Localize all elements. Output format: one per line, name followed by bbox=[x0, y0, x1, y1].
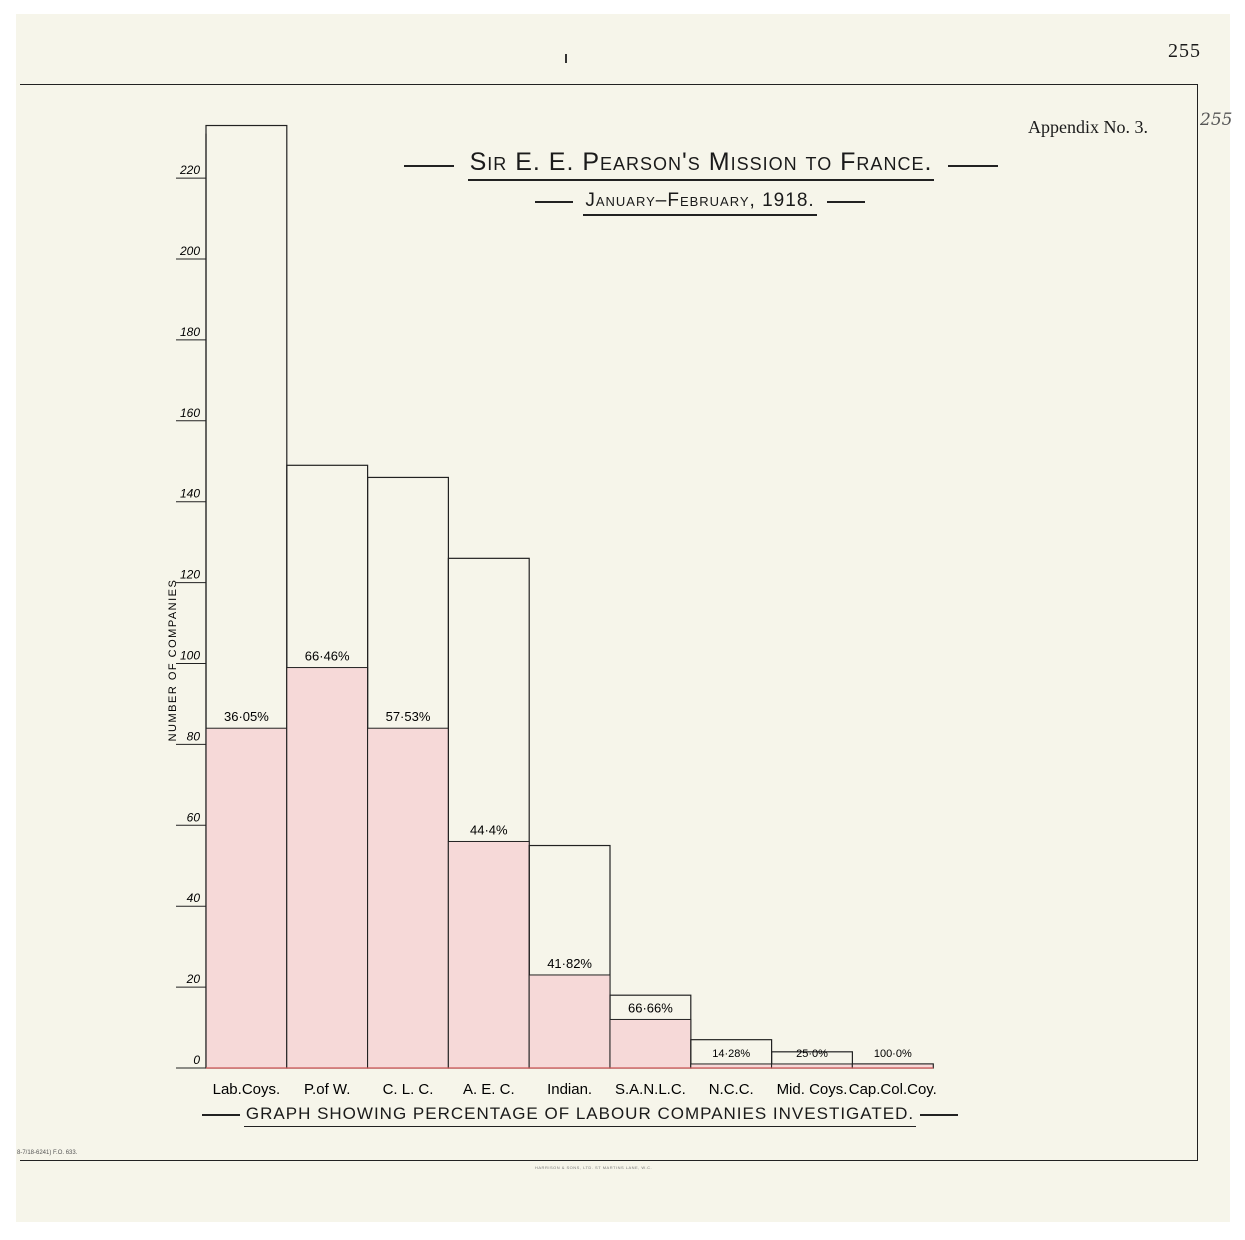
x-tick-label-6: N.C.C. bbox=[709, 1081, 754, 1098]
subtitle-block: January–February, 1918. bbox=[490, 190, 910, 216]
y-tick-label-11: 220 bbox=[179, 163, 200, 177]
x-tick-label-3: A. E. C. bbox=[463, 1081, 515, 1098]
x-tick-label-1: P.of W. bbox=[304, 1081, 350, 1098]
title-dash-right bbox=[948, 165, 999, 167]
x-tick-label-8: Cap.Col.Coy. bbox=[849, 1081, 937, 1098]
y-tick-label-1: 20 bbox=[186, 972, 201, 986]
y-tick-label-0: 0 bbox=[193, 1053, 200, 1067]
percent-label-7: 25·0% bbox=[796, 1048, 828, 1060]
subtitle-dash-left bbox=[535, 201, 574, 203]
chart-title: Sir E. E. Pearson's Mission to France. bbox=[467, 148, 935, 181]
chart-subtitle: January–February, 1918. bbox=[583, 190, 817, 216]
percent-label-8: 100·0% bbox=[874, 1048, 912, 1060]
x-tick-label-4: Indian. bbox=[547, 1081, 592, 1098]
caption-dash-right bbox=[920, 1114, 959, 1116]
y-tick-label-10: 200 bbox=[179, 244, 200, 258]
y-tick-label-9: 180 bbox=[180, 325, 200, 339]
margin-note: 255 bbox=[1200, 110, 1233, 130]
appendix-label: Appendix No. 3. bbox=[1028, 117, 1148, 137]
bar-investigated-1 bbox=[286, 667, 369, 1069]
subtitle-dash-right bbox=[826, 201, 865, 203]
y-tick-label-2: 40 bbox=[187, 891, 201, 905]
title-dash-left bbox=[403, 165, 454, 167]
page-number: 255 bbox=[1168, 40, 1201, 62]
bar-investigated-0 bbox=[205, 727, 288, 1069]
bar-investigated-7 bbox=[771, 1063, 853, 1069]
y-tick-label-6: 120 bbox=[180, 568, 200, 582]
x-tick-label-2: C. L. C. bbox=[383, 1081, 434, 1098]
percent-label-1: 66·46% bbox=[305, 649, 350, 664]
caption-block: GRAPH SHOWING PERCENTAGE OF LABOUR COMPA… bbox=[190, 1104, 970, 1127]
bar-investigated-2 bbox=[367, 727, 449, 1069]
bar-investigated-4 bbox=[528, 974, 611, 1069]
percent-label-0: 36·05% bbox=[224, 709, 269, 724]
fold-mark bbox=[565, 54, 567, 63]
percent-label-6: 14·28% bbox=[712, 1048, 750, 1060]
chart-caption: GRAPH SHOWING PERCENTAGE OF LABOUR COMPA… bbox=[243, 1104, 917, 1127]
x-tick-label-7: Mid. Coys. bbox=[777, 1081, 848, 1098]
chart-frame bbox=[20, 84, 1198, 1161]
y-tick-label-8: 160 bbox=[180, 406, 200, 420]
printer-imprint: HARRISON & SONS, LTD. ST MARTINS LANE, W… bbox=[535, 1165, 653, 1170]
y-axis-label: NUMBER OF COMPANIES bbox=[167, 579, 179, 742]
x-tick-label-5: S.A.N.L.C. bbox=[615, 1081, 686, 1098]
bar-investigated-8 bbox=[851, 1063, 934, 1069]
percent-label-3: 44·4% bbox=[470, 822, 508, 837]
print-code: 8-7/18-6241) F.O. 633. bbox=[17, 1150, 78, 1156]
percent-label-5: 66·66% bbox=[628, 1000, 673, 1015]
percent-label-4: 41·82% bbox=[547, 956, 592, 971]
percent-label-2: 57·53% bbox=[386, 709, 431, 724]
x-axis-labels: Lab.Coys. P.of W. C. L. C. A. E. C. Indian. S… bbox=[213, 1081, 937, 1098]
y-tick-label-3: 60 bbox=[187, 810, 201, 824]
bar-investigated-3 bbox=[447, 840, 530, 1069]
y-axis: 0 20 40 60 80 100 120 140 160 180 200 220 bbox=[176, 133, 934, 1069]
bars-group: 36·05% 66·46% 57·53% 44·4% 41·82% 66·66% 14·28… bbox=[205, 124, 934, 1069]
y-tick-label-4: 80 bbox=[187, 729, 201, 743]
x-tick-label-0: Lab.Coys. bbox=[213, 1081, 281, 1098]
bar-investigated-6 bbox=[690, 1063, 773, 1069]
bar-investigated-5 bbox=[609, 1018, 692, 1069]
y-tick-label-7: 140 bbox=[180, 487, 200, 501]
caption-dash-left bbox=[201, 1114, 240, 1116]
title-block: Sir E. E. Pearson's Mission to France. bbox=[336, 148, 1066, 181]
y-tick-label-5: 100 bbox=[180, 649, 200, 663]
